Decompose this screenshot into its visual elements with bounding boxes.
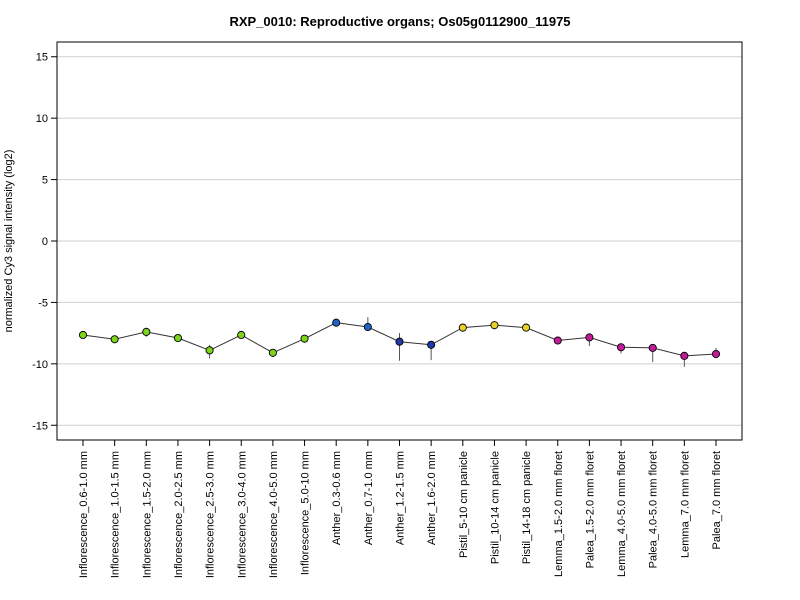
data-point <box>490 321 499 330</box>
y-axis: 15 10 5 0 -5 -10 -15 <box>32 52 57 432</box>
chart-title: RXP_0010: Reproductive organs; Os05g0112… <box>229 14 570 29</box>
x-tick-label: Inflorescence_0.6-1.0 mm <box>78 451 90 578</box>
data-point <box>427 340 436 349</box>
data-point <box>648 343 657 352</box>
series-layer <box>78 317 721 367</box>
grid-layer <box>57 56 742 426</box>
x-tick-label: Inflorescence_3.0-4.0 mm <box>236 451 248 578</box>
x-tick-label: Inflorescence_4.0-5.0 mm <box>268 451 280 578</box>
x-tick-label: Inflorescence_5.0-10 mm <box>300 451 312 575</box>
x-tick-label: Inflorescence_2.0-2.5 mm <box>173 451 185 578</box>
y-tick-label: -10 <box>32 359 48 371</box>
x-tick-label: Anther_0.7-1.0 mm <box>363 451 375 545</box>
data-point <box>617 343 626 352</box>
data-point <box>553 336 562 345</box>
x-tick-label: Anther_0.3-0.6 mm <box>331 451 343 545</box>
data-point <box>585 333 594 342</box>
data-point <box>205 346 214 355</box>
y-tick-label: 0 <box>42 236 48 248</box>
x-tick-label: Anther_1.2-1.5 mm <box>395 451 407 545</box>
x-tick-label: Palea_7.0 mm floret <box>711 451 723 549</box>
x-axis: Inflorescence_0.6-1.0 mm Inflorescence_1.… <box>78 440 723 578</box>
x-tick-label: Lemma_7.0 mm floret <box>679 451 691 558</box>
y-tick-label: 5 <box>42 175 48 187</box>
data-point <box>300 334 309 343</box>
x-tick-label: Anther_1.6-2.0 mm <box>426 451 438 545</box>
data-point <box>363 322 372 332</box>
x-tick-label: Palea_1.5-2.0 mm floret <box>584 451 596 568</box>
x-tick-label: Lemma_4.0-5.0 mm floret <box>616 451 628 577</box>
data-point <box>458 323 467 332</box>
x-tick-label: Inflorescence_1.5-2.0 mm <box>141 451 153 578</box>
data-point <box>78 330 88 340</box>
data-point <box>110 335 119 344</box>
y-tick-label: 15 <box>36 52 48 64</box>
x-tick-label: Lemma_1.5-2.0 mm floret <box>553 451 565 577</box>
data-point <box>332 318 341 327</box>
x-tick-label: Inflorescence_1.0-1.5 mm <box>110 451 122 578</box>
data-point <box>142 327 151 336</box>
data-point <box>711 349 721 359</box>
y-tick-label: 10 <box>36 113 48 125</box>
data-point <box>680 351 689 360</box>
x-tick-label: Pistil_14-18 cm panicle <box>521 451 533 564</box>
x-tick-label: Palea_4.0-5.0 mm floret <box>648 451 660 568</box>
data-point <box>522 323 531 332</box>
x-tick-label: Pistil_5-10 cm panicle <box>458 451 470 558</box>
y-tick-label: -5 <box>38 297 48 309</box>
data-point <box>395 337 404 346</box>
y-tick-label: -15 <box>32 420 48 432</box>
x-tick-label: Inflorescence_2.5-3.0 mm <box>205 451 217 578</box>
data-point <box>268 348 277 357</box>
y-axis-label: normalized Cy3 signal intensity (log2) <box>3 150 15 333</box>
data-point <box>237 330 246 340</box>
x-tick-label: Pistil_10-14 cm panicle <box>489 451 501 564</box>
data-point <box>173 333 182 343</box>
